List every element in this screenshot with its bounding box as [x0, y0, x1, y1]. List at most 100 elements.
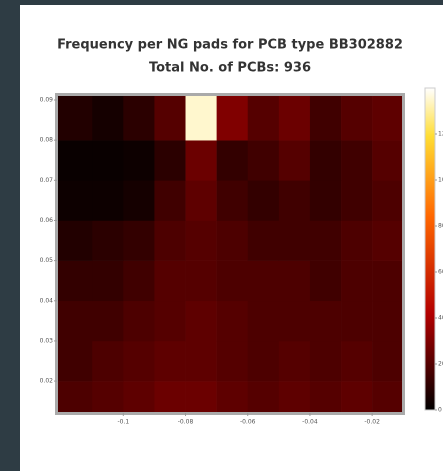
heatmap-cell [123, 96, 155, 141]
heatmap-cell [278, 220, 311, 261]
colorbar [424, 87, 436, 411]
heatmap-cell [309, 96, 342, 141]
heatmap-cell [278, 140, 311, 181]
heatmap-cell [341, 300, 373, 342]
heatmap-cell [216, 340, 249, 382]
heatmap-cell [123, 300, 155, 342]
heatmap-cell [123, 180, 155, 221]
heatmap-cell [247, 220, 280, 261]
heatmap-cell [372, 220, 403, 261]
heatmap-cell [92, 300, 124, 342]
heatmap-cell [123, 140, 155, 181]
heatmap-cell [341, 381, 373, 413]
heatmap-cell [278, 381, 311, 413]
colorbar-tick-label: 60 [438, 269, 443, 276]
colorbar-tick-label: 100 [438, 177, 443, 184]
heatmap-cell [216, 96, 249, 141]
heatmap-cell [185, 180, 217, 221]
colorbar-tick-label: 40 [438, 315, 443, 322]
heatmap-cell [216, 140, 249, 181]
heatmap-cell [247, 180, 280, 221]
heatmap-cell [185, 96, 217, 141]
heatmap-cell [92, 220, 124, 261]
heatmap-cell [216, 300, 249, 342]
heatmap-cell [154, 260, 186, 302]
heatmap-cell [309, 340, 342, 382]
heatmap-cell [185, 381, 217, 413]
heatmap-cell [247, 140, 280, 181]
heatmap-cell [216, 260, 249, 302]
y-tick-label: 0.08 [40, 137, 54, 144]
heatmap-cell [58, 96, 93, 141]
colorbar-tick-label: 120 [438, 131, 443, 138]
heatmap-cell [92, 381, 124, 413]
heatmap-cell [216, 381, 249, 413]
chart-subtitle: Total No. of PCBs: 936 [149, 61, 311, 76]
heatmap-cell [92, 96, 124, 141]
heatmap-cell [154, 340, 186, 382]
x-tick-label: -0.08 [178, 419, 194, 426]
heatmap-cell [278, 260, 311, 302]
heatmap-cell [278, 340, 311, 382]
heatmap-cell [309, 140, 342, 181]
heatmap-cell [58, 300, 93, 342]
heatmap-cell [341, 260, 373, 302]
heatmap-cell [341, 96, 373, 141]
heatmap-cell [247, 96, 280, 141]
y-tick-label: 0.09 [40, 97, 54, 104]
heatmap-cell [341, 340, 373, 382]
heatmap-cell [341, 220, 373, 261]
heatmap-cell [372, 300, 403, 342]
heatmap-cell [309, 260, 342, 302]
heatmap-cell [247, 300, 280, 342]
heatmap-cell [185, 140, 217, 181]
x-tick-label: -0.06 [240, 419, 256, 426]
heatmap-cell [309, 381, 342, 413]
heatmap-cell [216, 180, 249, 221]
heatmap-cell [185, 220, 217, 261]
heatmap-cell [185, 260, 217, 302]
colorbar-tick-label: 20 [438, 361, 443, 368]
heatmap-cell [309, 300, 342, 342]
heatmap-cell [92, 340, 124, 382]
y-tick-label: 0.06 [40, 217, 54, 224]
heatmap-cell [247, 381, 280, 413]
x-tick-label: -0.1 [117, 419, 129, 426]
y-tick-label: 0.02 [40, 378, 54, 385]
plot-frame [55, 93, 405, 415]
heatmap-cell [278, 96, 311, 141]
heatmap-cell [58, 140, 93, 181]
heatmap-cell [154, 220, 186, 261]
heatmap-cell [247, 260, 280, 302]
heatmap-cell [92, 260, 124, 302]
heatmap-cell [372, 260, 403, 302]
heatmap-cell [247, 340, 280, 382]
heatmap-cell [309, 180, 342, 221]
heatmap-cell [154, 300, 186, 342]
heatmap-cell [58, 260, 93, 302]
heatmap-cell [372, 381, 403, 413]
heatmap-cell [58, 220, 93, 261]
heatmap-cell [185, 300, 217, 342]
heatmap-cell [154, 381, 186, 413]
heatmap-cell [92, 140, 124, 181]
heatmap-cell [372, 140, 403, 181]
heatmap-cell [154, 140, 186, 181]
heatmap-cell [92, 180, 124, 221]
x-tick-label: -0.02 [364, 419, 380, 426]
heatmap-cell [185, 340, 217, 382]
heatmap-cell [58, 180, 93, 221]
y-tick-label: 0.04 [40, 297, 54, 304]
heatmap-cell [154, 96, 186, 141]
heatmap-cell [341, 140, 373, 181]
heatmap-cell [278, 180, 311, 221]
heatmap-cell [123, 340, 155, 382]
heatmap-cell [154, 180, 186, 221]
chart-title: Frequency per NG pads for PCB type BB302… [57, 38, 403, 53]
heatmap-cell [341, 180, 373, 221]
heatmap-cell [372, 180, 403, 221]
heatmap-cell [309, 220, 342, 261]
y-tick-label: 0.07 [40, 177, 54, 184]
heatmap-cell [216, 220, 249, 261]
